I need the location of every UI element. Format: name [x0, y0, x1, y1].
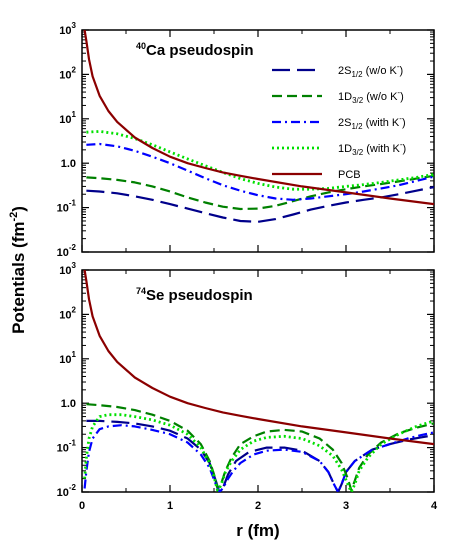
legend-label: 2S1/2 (with K-): [338, 114, 406, 131]
legend-label: PCB: [338, 169, 361, 181]
legend-label: 1D3/2 (w/o K-): [338, 88, 404, 105]
series-line-5: [83, 30, 434, 206]
y-tick-label: 101: [59, 110, 76, 126]
series-line-1: [86, 419, 434, 492]
y-tick-label: 10-1: [57, 439, 77, 455]
x-tick-label: 3: [343, 500, 349, 512]
y-tick-label: 101: [59, 350, 76, 366]
series-line-5: [83, 270, 434, 446]
series-line-1: [86, 186, 434, 223]
y-tick-label: 10-2: [57, 483, 77, 499]
x-tick-label: 2: [255, 500, 261, 512]
y-tick-label: 102: [59, 305, 76, 321]
plot-frame: [81, 29, 435, 253]
panel-1: 103 102 101 1.0 10-1 10-2 40Ca pseudospin 2S1/2…: [57, 21, 435, 259]
panel-title: 40Ca pseudospin: [136, 41, 254, 59]
x-tick-label: 4: [431, 500, 438, 512]
panel-2: 103 102 101 1.0 10-1 10-20 1 2 3 4 74Se pseudospin: [57, 261, 438, 512]
y-tick-label: 10-2: [57, 243, 77, 259]
legend-label: 1D3/2 (with K-): [338, 140, 406, 157]
series-line-3: [83, 424, 434, 492]
y-tick-label: 103: [59, 261, 76, 277]
y-tick-label: 1.0: [61, 158, 76, 170]
series-line-2: [86, 174, 434, 211]
y-tick-label: 102: [59, 65, 76, 81]
x-tick-label: 0: [79, 500, 85, 512]
series-line-2: [86, 403, 434, 492]
plot-frame: [81, 269, 435, 493]
legend-label: 2S1/2 (w/o K-): [338, 62, 403, 79]
x-tick-label: 1: [167, 500, 173, 512]
series-lines: [83, 270, 434, 492]
series-lines: [83, 30, 434, 223]
y-axis-label: Potentials (fm-2): [8, 206, 28, 334]
y-tick-label: 103: [59, 21, 76, 37]
x-axis-label: r (fm): [236, 521, 279, 540]
legend: 2S1/2 (w/o K-) 1D3/2 (w/o K-) 2S1/2 (with …: [272, 62, 406, 181]
series-line-3: [86, 142, 434, 201]
y-tick-label: 1.0: [61, 398, 76, 410]
panel-title: 74Se pseudospin: [136, 286, 253, 304]
y-tick-label: 10-1: [57, 199, 77, 215]
